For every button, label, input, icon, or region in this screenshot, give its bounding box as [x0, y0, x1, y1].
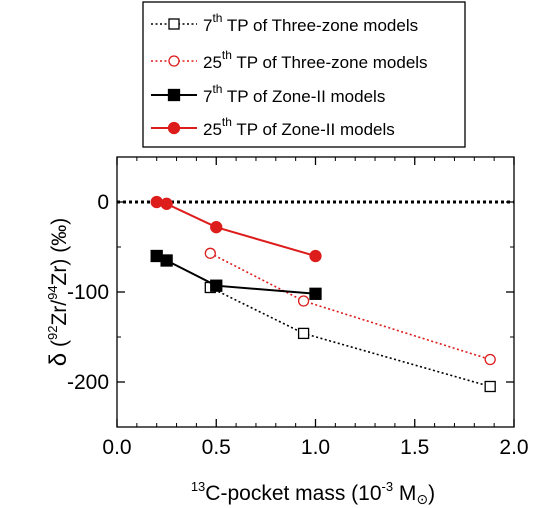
x-axis-label-sub: ⊙ [416, 491, 428, 507]
series-2-point-3 [309, 287, 322, 300]
y-tick-label-1: -100 [67, 281, 109, 304]
x-axis-label-close: ) [428, 482, 435, 505]
x-tick-label-3: 1.5 [400, 436, 429, 459]
x-tick-label-0: 0.0 [102, 436, 131, 459]
series-2-line [156, 255, 316, 295]
series-1 [204, 247, 496, 366]
x-axis-label: 13C-pocket mass (10-3 M⊙) [191, 479, 435, 507]
legend-label-3-ord: th [222, 115, 232, 129]
legend-label-3: 25th TP of Zone-II models [203, 115, 395, 139]
series-1-point-1 [297, 295, 310, 307]
y-axis-label-mid: Zr/ [48, 300, 71, 326]
y-axis-label: δ (92Zr/94Zr) (‰) [45, 218, 72, 366]
legend-label-0: 7th TP of Three-zone models [203, 11, 418, 35]
y-axis-label-sup2: 94 [45, 285, 60, 299]
series-0-point-2 [484, 380, 496, 393]
y-axis-label-sup1: 92 [45, 326, 60, 340]
series-1-point-0 [204, 247, 216, 259]
legend-box [142, 1, 466, 148]
x-axis-label-unit: M [393, 482, 416, 505]
legend-marker-3 [167, 121, 181, 135]
x-axis-label-exp: -3 [382, 479, 394, 494]
legend-label-2-text: TP of Zone-II models [222, 87, 385, 106]
legend-label-0-num: 7 [203, 16, 212, 35]
series-0-point-1 [297, 327, 310, 340]
legend-marker-2 [167, 88, 181, 102]
x-tick-label-2: 1.0 [301, 436, 330, 459]
y-axis-label-open: ( [48, 340, 71, 353]
legend-label-0-ord: th [212, 11, 222, 25]
x-tick-label-4: 2.0 [499, 436, 528, 459]
legend-label-3-text: TP of Zone-II models [232, 120, 395, 139]
y-axis-label-delta: δ [45, 353, 72, 366]
legend-label-2-num: 7 [203, 87, 212, 106]
series-3-point-2 [210, 221, 223, 234]
legend-label-1-num: 25 [203, 53, 222, 72]
legend-label-2: 7th TP of Zone-II models [203, 82, 385, 106]
legend-label-0-text: TP of Three-zone models [222, 16, 418, 35]
series-2-point-2 [210, 279, 223, 292]
y-tick-label-2: -200 [67, 371, 109, 394]
series-3-point-1 [160, 197, 173, 210]
legend-marker-0 [168, 18, 180, 30]
legend-label-1-ord: th [222, 48, 232, 62]
series-3 [150, 195, 322, 263]
series-group [150, 195, 496, 393]
series-3-line [156, 201, 316, 257]
x-tick-label-1: 0.5 [202, 436, 231, 459]
series-2-point-1 [160, 254, 173, 267]
legend-label-1-text: TP of Three-zone models [232, 53, 428, 72]
axis-ticks: 0.0 0.5 1.0 1.5 2.0 0 -100 -200 [67, 156, 529, 459]
legend-label-3-num: 25 [203, 120, 222, 139]
series-1-point-2 [484, 353, 496, 366]
series-0-line [209, 286, 491, 388]
series-0 [204, 281, 496, 393]
legend-label-1: 25th TP of Three-zone models [203, 48, 428, 72]
y-axis-label-end: Zr) (‰) [48, 218, 71, 286]
legend-marker-1 [168, 55, 180, 67]
series-1-line [209, 252, 491, 361]
series-3-point-0 [150, 195, 163, 209]
y-tick-label-0: 0 [97, 191, 109, 214]
x-axis-label-sup: 13 [191, 479, 205, 494]
legend-label-2-ord: th [212, 82, 222, 96]
series-2 [150, 249, 322, 300]
series-3-point-3 [309, 249, 322, 263]
x-axis-label-main: C-pocket mass (10 [205, 482, 381, 505]
